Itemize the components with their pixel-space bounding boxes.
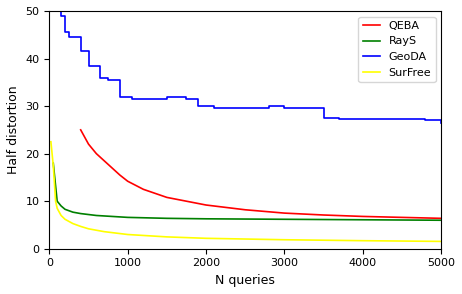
RayS [58,204,64,208]
GeoDA [195,104,201,108]
RayS [164,217,170,220]
RayS [438,218,444,222]
GeoDA [86,64,91,67]
SurFree [125,233,130,236]
GeoDA [105,78,111,82]
SurFree [70,222,76,225]
SurFree [53,199,58,203]
GeoDA [164,95,170,98]
Line: SurFree: SurFree [51,142,441,241]
GeoDA [348,118,354,121]
RayS [360,218,365,221]
Line: QEBA: QEBA [81,130,441,218]
RayS [62,208,68,211]
GeoDA [62,31,68,34]
QEBA [94,152,99,156]
SurFree [50,164,56,167]
GeoDA [97,76,103,79]
RayS [78,212,84,215]
QEBA [438,217,444,220]
RayS [55,199,60,203]
RayS [86,213,91,216]
QEBA [140,188,146,191]
RayS [203,217,209,220]
Legend: QEBA, RayS, GeoDA, SurFree: QEBA, RayS, GeoDA, SurFree [359,16,436,82]
QEBA [282,211,287,215]
RayS [125,216,130,219]
SurFree [102,230,107,233]
QEBA [360,215,365,218]
SurFree [360,239,365,243]
QEBA [102,159,107,163]
GeoDA [423,118,428,122]
QEBA [78,128,84,132]
QEBA [86,142,91,146]
SurFree [62,218,68,221]
RayS [94,214,99,217]
GeoDA [129,97,134,101]
GeoDA [266,104,272,108]
QEBA [125,179,130,183]
QEBA [109,166,115,170]
Line: RayS: RayS [53,163,441,220]
RayS [282,218,287,221]
SurFree [86,227,91,230]
RayS [70,211,76,214]
RayS [102,214,107,218]
GeoDA [66,35,72,39]
X-axis label: N queries: N queries [215,274,275,287]
QEBA [399,216,405,219]
GeoDA [184,97,189,101]
QEBA [203,203,209,207]
GeoDA [117,95,122,98]
RayS [109,215,115,218]
GeoDA [336,118,342,121]
SurFree [58,214,64,217]
SurFree [282,238,287,241]
GeoDA [321,116,326,120]
GeoDA [78,50,84,53]
QEBA [321,213,326,217]
GeoDA [53,9,58,13]
QEBA [243,208,248,212]
GeoDA [282,107,287,110]
QEBA [117,173,122,177]
RayS [50,161,56,165]
SurFree [48,140,54,143]
GeoDA [211,107,217,110]
GeoDA [58,14,64,17]
SurFree [203,237,209,240]
GeoDA [438,121,444,124]
Line: GeoDA: GeoDA [55,11,441,123]
GeoDA [376,118,381,121]
Y-axis label: Half distortion: Half distortion [7,86,20,174]
SurFree [438,240,444,243]
SurFree [78,225,84,228]
QEBA [164,196,170,199]
SurFree [55,207,60,210]
SurFree [164,235,170,239]
